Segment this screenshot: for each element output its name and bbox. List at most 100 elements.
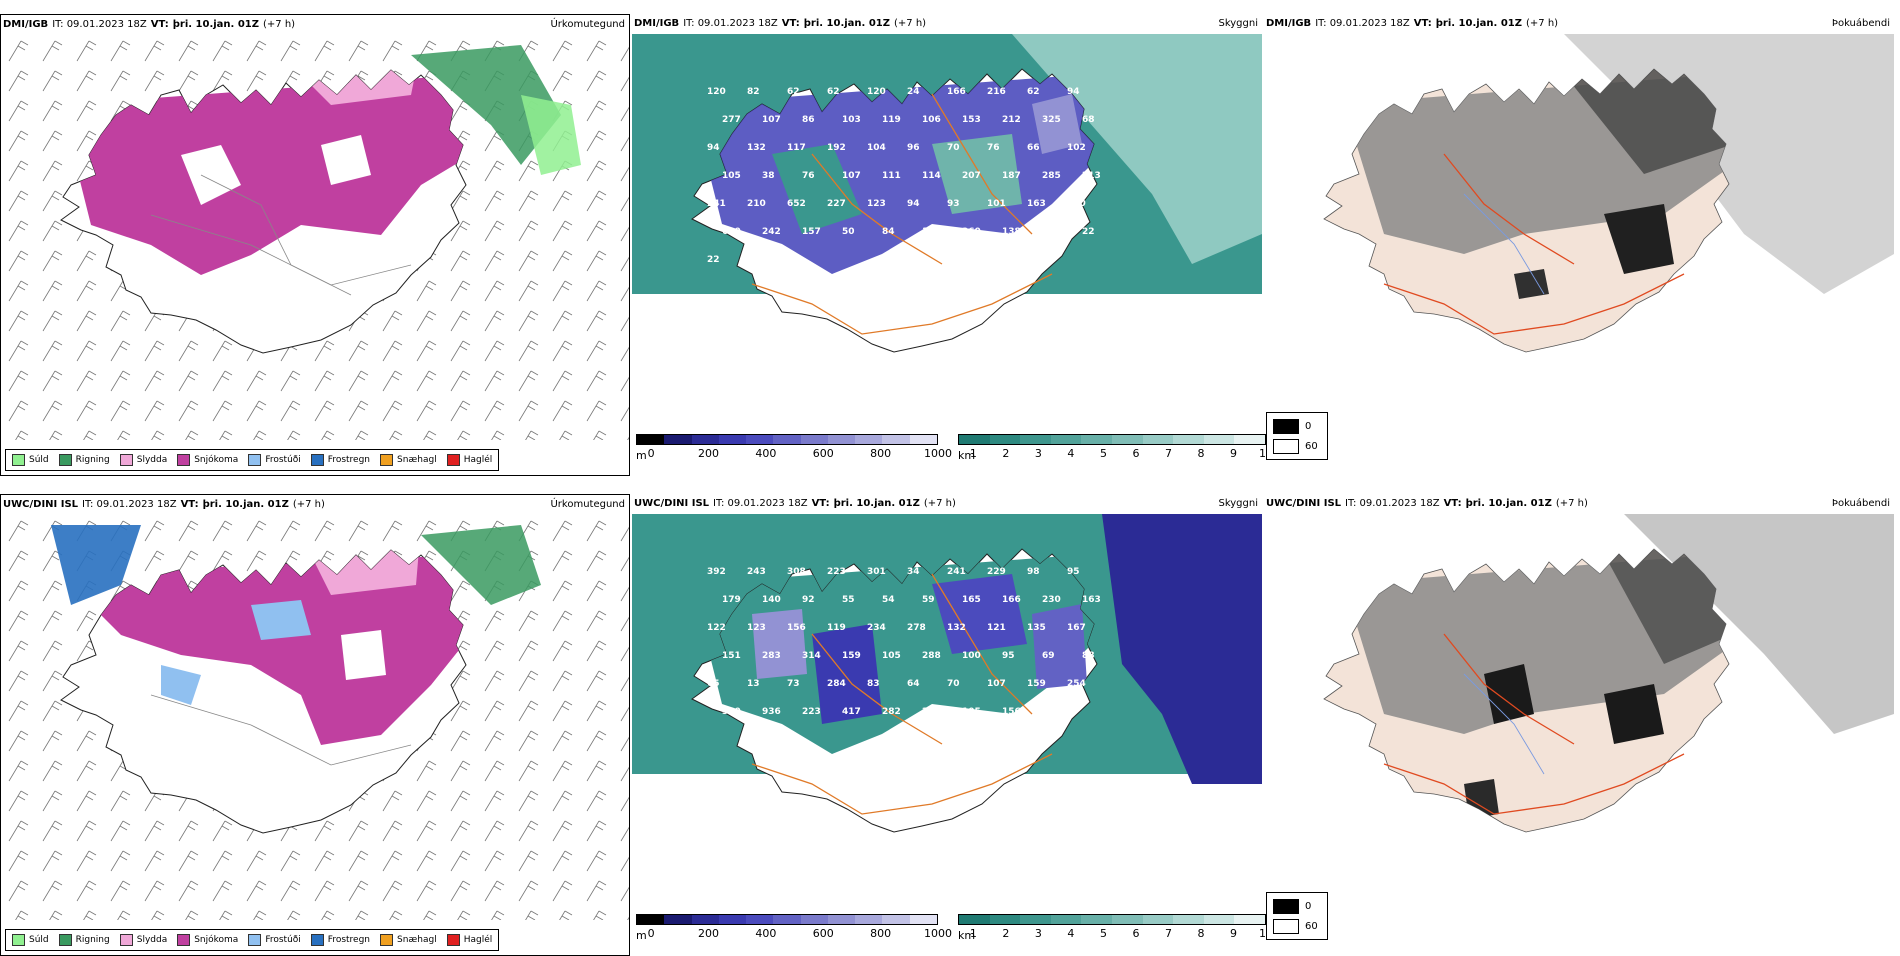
panel-title: Þokuábendi (1831, 18, 1890, 29)
visibility-value-label: 213 (1082, 171, 1101, 181)
visibility-value-label: 94 (1067, 87, 1080, 97)
lead-time: (+7 h) (1526, 18, 1559, 29)
model-name: DMI/IGB (634, 18, 680, 29)
visibility-value-label: 325 (1042, 115, 1061, 125)
visibility-value-label: 111 (882, 171, 901, 181)
visibility-value-label: 70 (947, 143, 960, 153)
visibility-value-label: 92 (802, 595, 815, 605)
colorbar-swatch (989, 435, 1021, 444)
colorbar-swatch (1020, 915, 1051, 924)
colorbar-km-2: km 12345678910 (958, 914, 1273, 944)
legend-item-snjokoma: Snjókoma (177, 934, 238, 946)
colorbar-tick-label: 8 (1197, 927, 1205, 940)
init-time: IT: 09.01.2023 18Z (683, 18, 778, 29)
colorbar-swatch (1234, 435, 1265, 444)
colorbar-tick-label: 0 (647, 927, 655, 940)
visibility-value-label: 102 (1067, 143, 1086, 153)
visibility-value-label: 212 (1002, 115, 1021, 125)
visibility-value-label: 314 (802, 651, 821, 661)
valid-time-label: VT: (1443, 498, 1462, 509)
visibility-value-label: 100 (962, 651, 981, 661)
init-time: IT: 09.01.2023 18Z (1345, 498, 1440, 509)
valid-time-label: VT: (180, 499, 199, 510)
visibility-value-label: 229 (987, 567, 1006, 577)
visibility-value-label: 340 (722, 707, 741, 717)
colorbar-swatch (637, 435, 665, 444)
fog-legend-2: 0 60 (1266, 892, 1328, 940)
colorbar-swatch (1234, 915, 1265, 924)
visibility-value-label: 66 (1027, 143, 1040, 153)
legend-item-haglel: Haglél (446, 454, 492, 466)
legend-item-rigning: Rigning (58, 934, 110, 946)
valid-time: þri. 10.jan. 01Z (803, 18, 890, 29)
colorbar-swatch (827, 915, 856, 924)
colorbar-m-1: m 0 200 400 600 800 1000 (636, 434, 952, 464)
visibility-value-label: 55 (842, 595, 855, 605)
visibility-value-label: 62 (827, 87, 840, 97)
valid-time-label: VT: (781, 18, 800, 29)
fog-map (1264, 34, 1894, 439)
visibility-value-label: 22 (707, 255, 720, 265)
visibility-value-label: 122 (707, 623, 726, 633)
visibility-value-label: 24 (907, 87, 920, 97)
precip-map (1, 35, 629, 440)
visibility-value-label: 284 (827, 679, 846, 689)
visibility-value-label: 95 (1002, 651, 1015, 661)
colorbar-swatch (718, 915, 747, 924)
valid-time-label: VT: (1413, 18, 1432, 29)
legend-item-sudl: Súld (12, 934, 49, 946)
init-time: IT: 09.01.2023 18Z (713, 498, 808, 509)
colorbar-tick-label: 4 (1067, 927, 1075, 940)
colorbar-swatch (1111, 435, 1143, 444)
visibility-labels: 392 243 308 223 301 34 241 229 98 95 179 140 92 55 54 5… (707, 567, 1101, 717)
colorbar-swatch (800, 435, 828, 444)
visibility-value-label: 215 (922, 707, 941, 717)
legend-item-snaehagl: Snæhagl (380, 934, 437, 946)
visibility-value-label: 153 (962, 115, 981, 125)
visibility-value-label: 75 (1042, 227, 1055, 237)
visibility-value-label: 652 (787, 199, 806, 209)
legend-item-rigning: Rigning (58, 454, 110, 466)
visibility-value-label: 105 (962, 707, 981, 717)
panel-title: Úrkomutegund (550, 499, 625, 510)
colorbar-tick-label: 600 (812, 927, 834, 940)
visibility-value-label: 96 (907, 143, 920, 153)
legend-item-frostregn: Frostregn (310, 454, 370, 466)
visibility-value-label: 62 (787, 87, 800, 97)
valid-time-label: VT: (150, 19, 169, 30)
panel-header: DMI/IGB IT: 09.01.2023 18Z VT: þri. 10.j… (1266, 18, 1890, 32)
colorbar-tick-label: 1 (969, 927, 977, 940)
colorbar-swatch (1142, 915, 1174, 924)
visibility-value-label: 69 (1042, 651, 1055, 661)
valid-time: þri. 10.jan. 01Z (172, 19, 259, 30)
colorbar-swatch (1203, 435, 1235, 444)
visibility-value-label: 260 (962, 227, 981, 237)
colorbar-tick-label: 200 (697, 927, 719, 940)
colorbar-swatch (773, 915, 801, 924)
visibility-panel-2: UWC/DINI ISL IT: 09.01.2023 18Z VT: þri.… (632, 494, 1262, 956)
init-time: IT: 09.01.2023 18Z (52, 19, 147, 30)
colorbar-swatch (1173, 915, 1204, 924)
visibility-value-label: 119 (827, 623, 846, 633)
visibility-value-label: 192 (827, 143, 846, 153)
legend-item-frostudi: Frostúði (248, 934, 301, 946)
colorbar-swatch (800, 915, 828, 924)
precip-legend: Súld Rigning Slydda Snjókoma Frostúði Fr… (5, 449, 500, 471)
visibility-value-label: 140 (762, 595, 781, 605)
visibility-value-label: 216 (987, 87, 1006, 97)
visibility-value-label: 114 (922, 171, 941, 181)
init-time: IT: 09.01.2023 18Z (82, 499, 177, 510)
colorbar-swatch (959, 915, 990, 924)
visibility-value-label: 104 (867, 143, 886, 153)
visibility-value-label: 242 (762, 227, 781, 237)
visibility-value-label: 392 (707, 567, 726, 577)
panel-header: DMI/IGB IT: 09.01.2023 18Z VT: þri. 10.j… (3, 19, 625, 33)
visibility-value-label: 86 (802, 115, 815, 125)
colorbar-swatch (855, 915, 883, 924)
visibility-value-label: 88 (1082, 651, 1095, 661)
visibility-value-label: 119 (882, 115, 901, 125)
visibility-value-label: 13 (747, 679, 760, 689)
precip-type-panel-1: DMI/IGB IT: 09.01.2023 18Z VT: þri. 10.j… (0, 14, 630, 476)
visibility-value-label: 223 (802, 707, 821, 717)
